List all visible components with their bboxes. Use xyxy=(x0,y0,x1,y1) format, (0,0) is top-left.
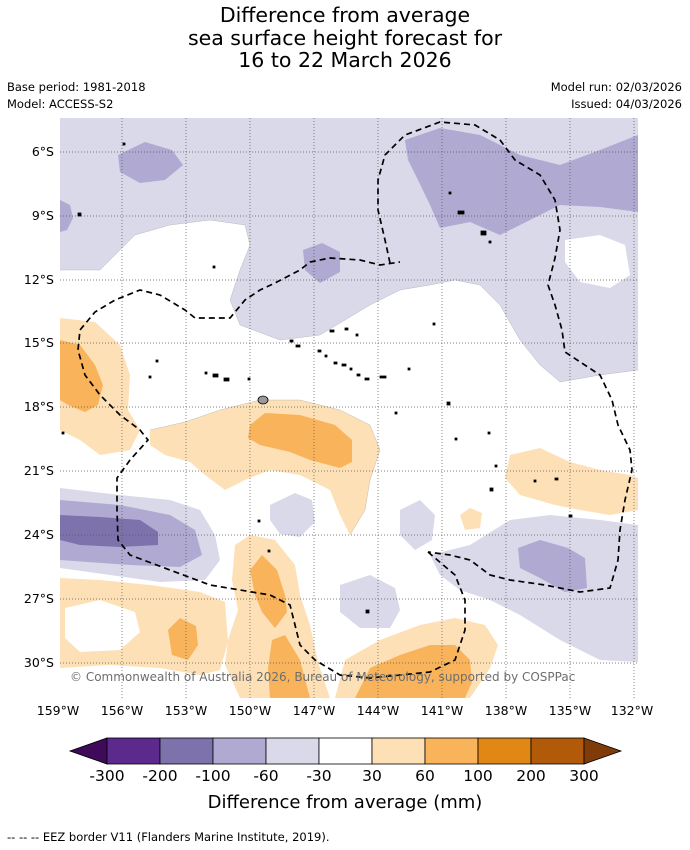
colorbar-tick-label: 300 xyxy=(569,767,599,785)
colorbar-tick-label: -200 xyxy=(142,767,178,785)
eez-border xyxy=(77,121,633,679)
eez-legend-note: -- -- -- EEZ border V11 (Flanders Marine… xyxy=(7,830,330,844)
colorbar-under-arrow xyxy=(68,737,108,765)
y-tick-label: 30°S xyxy=(23,655,54,670)
neg-region-south xyxy=(340,575,400,628)
pos2-region-south-central xyxy=(250,555,287,628)
colorbar-tick-label: -30 xyxy=(306,767,332,785)
neg-region-north-hole xyxy=(565,235,630,288)
y-tick-label: 18°S xyxy=(23,399,54,414)
colorbar-over-arrow xyxy=(583,737,623,765)
colorbar-bin-9 xyxy=(530,737,585,765)
colorbar-bin-8 xyxy=(477,737,532,765)
x-tick-label: 132°W xyxy=(610,703,654,718)
y-tick-label: 27°S xyxy=(23,591,54,606)
x-tick-label: 138°W xyxy=(484,703,528,718)
x-tick-label: 135°W xyxy=(548,703,592,718)
colorbar-tick-label: -60 xyxy=(253,767,279,785)
base-period: Base period: 1981-2018 xyxy=(7,80,146,94)
colorbar-tick-label: 100 xyxy=(463,767,493,785)
copyright-notice: © Commonwealth of Australia 2026, Bureau… xyxy=(70,670,575,684)
colorbar-title: Difference from average (mm) xyxy=(207,792,483,813)
colorbar-bin-7 xyxy=(424,737,479,765)
colorbar-tick-label: -100 xyxy=(195,767,231,785)
y-tick-label: 9°S xyxy=(31,208,54,223)
colorbar-bin-6 xyxy=(371,737,426,765)
pos2-region-west xyxy=(60,340,103,412)
y-tick-label: 15°S xyxy=(23,335,54,350)
x-tick-label: 150°W xyxy=(228,703,272,718)
chart-title: Difference from average sea surface heig… xyxy=(0,4,690,72)
issued-date: Issued: 04/03/2026 xyxy=(571,97,682,111)
pos2-region-central xyxy=(248,413,352,468)
colorbar-bin-3 xyxy=(212,737,267,765)
colorbar-bin-5 xyxy=(318,737,373,765)
meta-right: Model run: 02/03/2026 Issued: 04/03/2026 xyxy=(551,79,682,113)
x-tick-label: 141°W xyxy=(420,703,464,718)
title-line-1: Difference from average xyxy=(219,3,471,27)
colorbar-bin-2 xyxy=(159,737,214,765)
pos-region-small xyxy=(460,508,482,530)
x-tick-label: 156°W xyxy=(100,703,144,718)
x-tick-label: 159°W xyxy=(36,703,80,718)
neg3-region-west xyxy=(60,515,158,547)
neg-region-mid-a xyxy=(270,493,315,537)
meta-left: Base period: 1981-2018 Model: ACCESS-S2 xyxy=(7,79,146,113)
colorbar-bin-4 xyxy=(265,737,320,765)
neg2-region-center xyxy=(303,243,340,283)
neg-region-east xyxy=(430,515,638,662)
colorbar-tick-label: -300 xyxy=(89,767,125,785)
pos-region-southwest-hole xyxy=(65,600,140,652)
neg-region-mid-b xyxy=(400,500,435,550)
title-line-3: 16 to 22 March 2026 xyxy=(238,48,452,72)
model-name: Model: ACCESS-S2 xyxy=(7,97,114,111)
model-run: Model run: 02/03/2026 xyxy=(550,80,682,94)
colorbar-tick-label: 60 xyxy=(415,767,435,785)
x-tick-label: 147°W xyxy=(292,703,336,718)
pos2-region-southwest xyxy=(168,618,198,660)
colorbar-tick-label: 200 xyxy=(516,767,546,785)
map-plot-area: © Commonwealth of Australia 2026, Bureau… xyxy=(60,118,638,698)
islands xyxy=(61,142,573,614)
y-tick-label: 21°S xyxy=(23,463,54,478)
neg2-region-northeast xyxy=(405,128,638,235)
y-tick-label: 24°S xyxy=(23,527,54,542)
pos-region-east xyxy=(505,448,638,515)
pos2-region-south-a xyxy=(268,635,310,698)
colorbar xyxy=(68,737,623,765)
gridlines xyxy=(60,118,638,698)
pos2-region-south-b xyxy=(355,645,472,698)
x-tick-label: 153°W xyxy=(164,703,208,718)
y-tick-label: 6°S xyxy=(31,144,54,159)
colorbar-tick-label: 30 xyxy=(362,767,382,785)
title-line-2: sea surface height forecast for xyxy=(187,25,503,50)
contour-lines xyxy=(60,219,638,536)
colorbar-bin-1 xyxy=(106,737,161,765)
neg2-region-northwest xyxy=(118,142,183,183)
x-tick-label: 144°W xyxy=(356,703,400,718)
y-tick-label: 12°S xyxy=(23,272,54,287)
